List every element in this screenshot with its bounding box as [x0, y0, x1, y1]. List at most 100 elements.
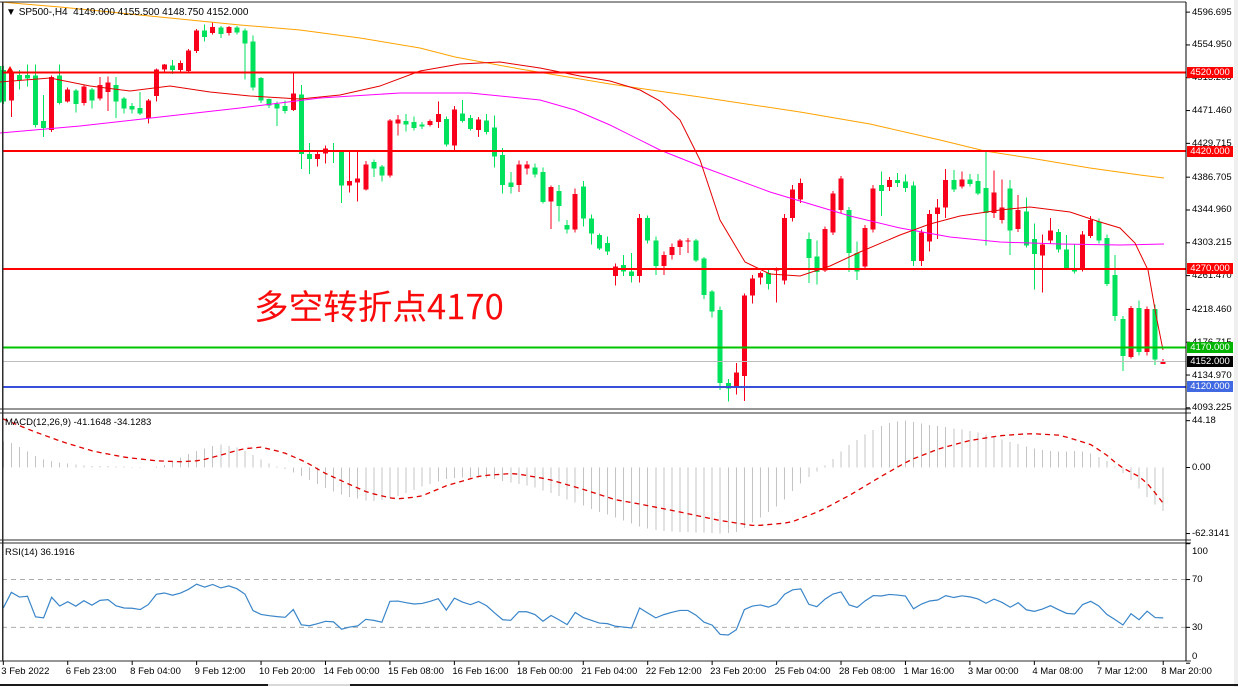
candle-body[interactable] — [830, 193, 836, 233]
candle-body[interactable] — [492, 127, 498, 157]
candle-body[interactable] — [234, 27, 240, 33]
candle-body[interactable] — [1144, 308, 1150, 353]
candle-body[interactable] — [169, 65, 175, 71]
candle-body[interactable] — [1031, 239, 1037, 254]
candle-body[interactable] — [919, 232, 925, 262]
candle-body[interactable] — [266, 99, 272, 106]
candle-body[interactable] — [782, 217, 788, 281]
candle-body[interactable] — [1088, 220, 1094, 236]
candle-body[interactable] — [435, 114, 441, 122]
candle-body[interactable] — [1080, 234, 1086, 270]
candle-body[interactable] — [476, 119, 482, 130]
candle-body[interactable] — [363, 164, 369, 190]
candle-body[interactable] — [1007, 188, 1013, 231]
candle-body[interactable] — [395, 119, 401, 124]
candle-body[interactable] — [1136, 308, 1142, 353]
candle-body[interactable] — [701, 258, 707, 295]
candle-body[interactable] — [81, 86, 87, 104]
candle-body[interactable] — [564, 224, 570, 230]
candle-body[interactable] — [556, 191, 562, 207]
candle-body[interactable] — [137, 107, 143, 114]
candle-body[interactable] — [194, 30, 200, 52]
candle-body[interactable] — [749, 278, 755, 296]
candle-body[interactable] — [991, 192, 997, 214]
candle-body[interactable] — [717, 309, 723, 383]
candle-body[interactable] — [16, 74, 22, 81]
candle-body[interactable] — [33, 75, 39, 126]
candle-body[interactable] — [846, 209, 852, 254]
candle-body[interactable] — [89, 89, 95, 101]
candle-body[interactable] — [306, 154, 312, 159]
candle-body[interactable] — [403, 121, 409, 125]
candle-body[interactable] — [153, 69, 159, 96]
candle-body[interactable] — [500, 154, 506, 185]
candle-body[interactable] — [927, 213, 933, 242]
candle-body[interactable] — [1128, 308, 1134, 357]
candle-body[interactable] — [113, 84, 119, 102]
candle-body[interactable] — [443, 118, 449, 145]
candle-body[interactable] — [1064, 249, 1070, 269]
candle-body[interactable] — [202, 30, 208, 38]
candle-body[interactable] — [339, 151, 345, 186]
candle-body[interactable] — [467, 117, 473, 129]
candle-body[interactable] — [347, 180, 353, 186]
candle-body[interactable] — [73, 90, 79, 104]
candle-body[interactable] — [902, 181, 908, 188]
candle-body[interactable] — [250, 41, 256, 88]
candle-body[interactable] — [540, 172, 546, 203]
candle-body[interactable] — [685, 240, 691, 242]
candle-body[interactable] — [451, 109, 457, 146]
candle-body[interactable] — [65, 89, 71, 102]
candle-body[interactable] — [379, 166, 385, 176]
candle-body[interactable] — [911, 185, 917, 262]
candle-body[interactable] — [274, 103, 280, 109]
candle-body[interactable] — [757, 272, 763, 278]
candle-body[interactable] — [983, 187, 989, 214]
candle-body[interactable] — [1047, 230, 1053, 241]
candle-body[interactable] — [371, 162, 377, 169]
candle-body[interactable] — [1104, 238, 1110, 284]
candle-body[interactable] — [290, 93, 296, 111]
candle-body[interactable] — [870, 188, 876, 230]
candle-body[interactable] — [8, 72, 14, 101]
candle-body[interactable] — [709, 291, 715, 312]
candle-body[interactable] — [548, 187, 554, 202]
candle-body[interactable] — [1160, 361, 1166, 365]
candle-body[interactable] — [733, 372, 739, 387]
candle-body[interactable] — [178, 62, 184, 71]
candle-body[interactable] — [1120, 319, 1126, 357]
candle-body[interactable] — [1015, 209, 1021, 229]
candle-body[interactable] — [854, 253, 860, 272]
candle-body[interactable] — [806, 239, 812, 258]
candle-body[interactable] — [669, 246, 675, 255]
candle-body[interactable] — [999, 207, 1005, 221]
candle-body[interactable] — [508, 182, 514, 188]
candle-body[interactable] — [604, 242, 610, 252]
candle-body[interactable] — [1096, 221, 1102, 241]
candle-body[interactable] — [637, 217, 643, 276]
candle-body[interactable] — [387, 120, 393, 176]
candle-body[interactable] — [524, 164, 530, 169]
candle-body[interactable] — [516, 164, 522, 185]
candle-body[interactable] — [596, 235, 602, 249]
candle-body[interactable] — [105, 82, 111, 93]
candle-body[interactable] — [894, 180, 900, 184]
candle-body[interactable] — [790, 189, 796, 218]
candle-body[interactable] — [419, 124, 425, 127]
candle-body[interactable] — [355, 178, 361, 183]
candle-body[interactable] — [427, 121, 433, 126]
candle-body[interactable] — [798, 183, 804, 200]
candle-body[interactable] — [411, 121, 417, 129]
candle-body[interactable] — [532, 167, 538, 175]
candle-body[interactable] — [572, 194, 578, 230]
candle-body[interactable] — [161, 64, 167, 70]
candle-body[interactable] — [459, 113, 465, 122]
candle-body[interactable] — [1023, 211, 1029, 246]
candle-body[interactable] — [645, 217, 651, 241]
candle-body[interactable] — [951, 180, 957, 190]
candle-body[interactable] — [49, 77, 55, 130]
candle-body[interactable] — [878, 184, 884, 192]
bottom-border-gap[interactable] — [268, 684, 350, 686]
candle-body[interactable] — [814, 256, 820, 273]
